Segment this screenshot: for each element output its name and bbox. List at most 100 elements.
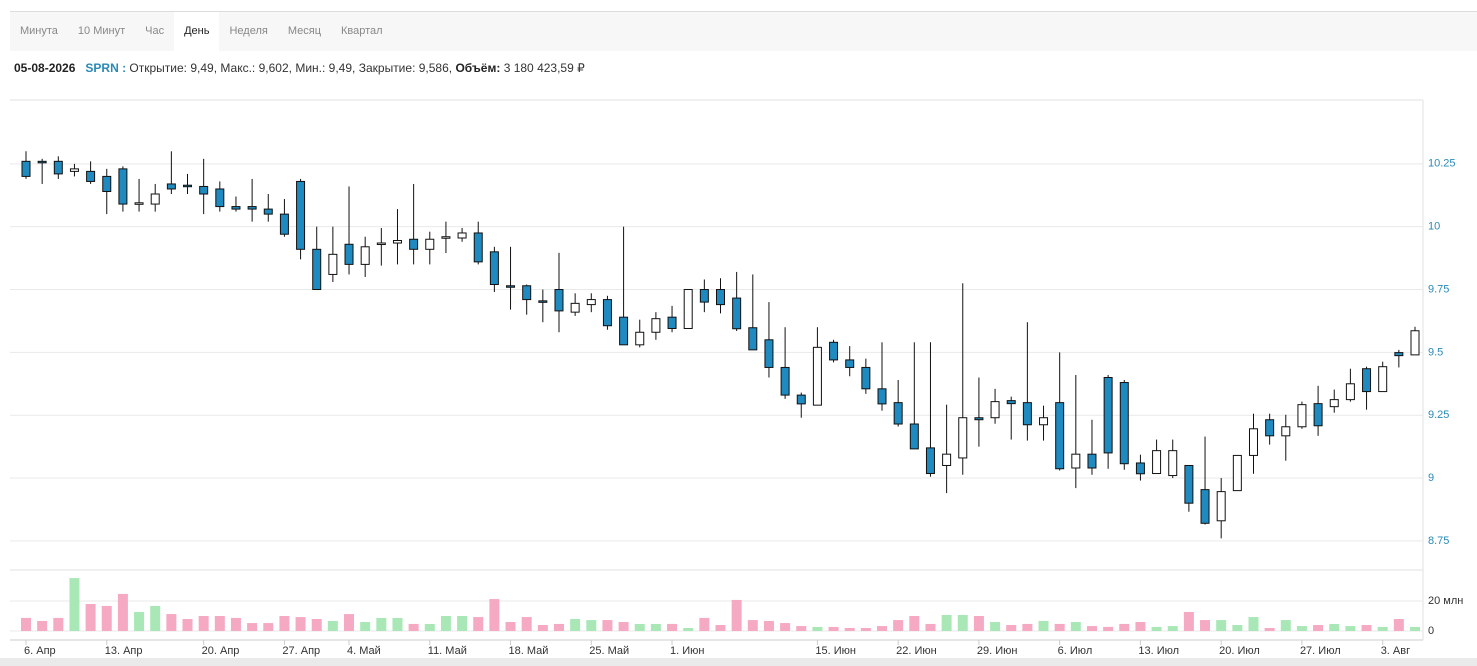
period-tab[interactable]: Квартал bbox=[341, 25, 383, 37]
field-value: 9,602, bbox=[258, 61, 292, 75]
field-label: Макс.: bbox=[220, 61, 256, 75]
volume-bar bbox=[667, 623, 678, 631]
candle-body bbox=[69, 168, 79, 172]
candle-body bbox=[53, 160, 63, 175]
volume-bar bbox=[1313, 625, 1324, 631]
candle-body bbox=[861, 366, 871, 390]
x-tick-label: 4. Май bbox=[347, 645, 381, 657]
candle-body bbox=[1087, 453, 1097, 469]
volume-bar bbox=[973, 616, 984, 631]
volume-bar bbox=[311, 619, 322, 631]
y-tick-label: 9.75 bbox=[1428, 283, 1449, 295]
period-tab[interactable]: День bbox=[174, 12, 220, 51]
period-tab[interactable]: Месяц bbox=[287, 25, 322, 37]
volume-bar bbox=[618, 622, 629, 631]
candle-body bbox=[1329, 399, 1339, 408]
volume-bar bbox=[37, 620, 48, 631]
volume-tick-label: 20 млн bbox=[1428, 595, 1463, 607]
candle-body bbox=[489, 251, 499, 285]
x-tick-label: 20. Апр bbox=[202, 645, 240, 657]
volume-bar bbox=[1167, 626, 1178, 631]
volume-bar bbox=[69, 578, 80, 631]
candle-body bbox=[1135, 462, 1145, 475]
candle-body bbox=[263, 208, 273, 215]
volume-bar bbox=[1232, 625, 1243, 631]
volume-bar bbox=[214, 616, 225, 631]
y-tick-label: 9.25 bbox=[1428, 409, 1449, 421]
volume-bar bbox=[247, 623, 258, 631]
x-tick-label: 22. Июн bbox=[896, 645, 937, 657]
navigator bbox=[0, 658, 1477, 666]
volume-bar bbox=[408, 623, 419, 631]
volume-bar bbox=[747, 620, 758, 631]
candle-body bbox=[1184, 464, 1194, 504]
period-tab[interactable]: 10 Минут bbox=[77, 25, 126, 37]
candle-body bbox=[942, 453, 952, 466]
candle-body bbox=[506, 285, 516, 288]
volume-bar bbox=[53, 617, 64, 631]
volume-bar bbox=[650, 623, 661, 631]
volume-bar bbox=[1006, 625, 1017, 631]
candle-body bbox=[812, 346, 822, 406]
volume-bar bbox=[134, 611, 145, 631]
x-tick-label: 11. Май bbox=[428, 645, 467, 657]
volume-bar bbox=[553, 623, 564, 631]
period-tabs: Минута 10 Минут Час День Неделя Месяц Квартал bbox=[10, 11, 1477, 51]
volume-bar bbox=[780, 623, 791, 631]
candle-body bbox=[586, 299, 596, 306]
period-tab[interactable]: Неделя bbox=[229, 25, 268, 37]
period-tab[interactable]: Час bbox=[145, 25, 165, 37]
x-tick-label: 13. Июл bbox=[1138, 645, 1179, 657]
volume-bar bbox=[1086, 626, 1097, 631]
candle-body bbox=[1152, 450, 1162, 475]
candle-body bbox=[732, 297, 742, 330]
candle-body bbox=[279, 213, 289, 235]
volume-bar bbox=[634, 623, 645, 631]
volume-bar bbox=[828, 626, 839, 631]
candle-body bbox=[958, 417, 968, 459]
candle-body bbox=[360, 246, 370, 265]
volume-bar bbox=[1022, 623, 1033, 631]
candle-body bbox=[748, 327, 758, 351]
volume-bar bbox=[925, 623, 936, 631]
volume-bar bbox=[1151, 626, 1162, 631]
candle-body bbox=[1039, 417, 1049, 426]
date: 05-08-2026 bbox=[14, 61, 76, 75]
x-tick-label: 18. Май bbox=[509, 645, 549, 657]
volume-bar bbox=[150, 605, 161, 631]
volume-bar bbox=[1296, 626, 1307, 631]
volume-bar bbox=[1103, 626, 1114, 631]
volume-bar bbox=[586, 620, 597, 631]
x-tick-label: 1. Июн bbox=[670, 645, 704, 657]
volume-bar bbox=[1361, 625, 1372, 631]
volume-bar bbox=[1393, 619, 1404, 631]
ticker: SPRN : bbox=[85, 61, 127, 75]
candle-body bbox=[166, 183, 176, 190]
y-tick-label: 9 bbox=[1428, 472, 1434, 484]
candle-body bbox=[296, 180, 306, 250]
volume-bar bbox=[844, 628, 855, 631]
info-line: 05-08-2026 SPRN : Открытие: 9,49, Макс.:… bbox=[14, 61, 585, 75]
volume-bar bbox=[941, 614, 952, 631]
volume-bar bbox=[1183, 611, 1194, 631]
volume-bar bbox=[182, 619, 193, 631]
volume-bar bbox=[1280, 620, 1291, 631]
candle-body bbox=[829, 341, 839, 361]
volume-bar bbox=[1135, 622, 1146, 631]
volume-bar bbox=[1200, 620, 1211, 631]
volume-bar bbox=[440, 616, 451, 631]
volume-bar bbox=[731, 599, 742, 631]
period-tab[interactable]: Минута bbox=[20, 25, 58, 37]
candle-body bbox=[392, 240, 402, 244]
candle-body bbox=[554, 289, 564, 312]
volume-bar bbox=[505, 622, 516, 631]
volume-bar bbox=[344, 614, 355, 631]
x-tick-label: 27. Апр bbox=[282, 645, 320, 657]
x-tick-label: 6. Июл bbox=[1058, 645, 1093, 657]
volume-bar bbox=[1329, 623, 1340, 631]
volume-bar bbox=[893, 620, 904, 631]
field-value: 3 180 423,59 ₽ bbox=[503, 61, 585, 75]
volume-bar bbox=[376, 617, 387, 631]
candle-body bbox=[974, 417, 984, 421]
